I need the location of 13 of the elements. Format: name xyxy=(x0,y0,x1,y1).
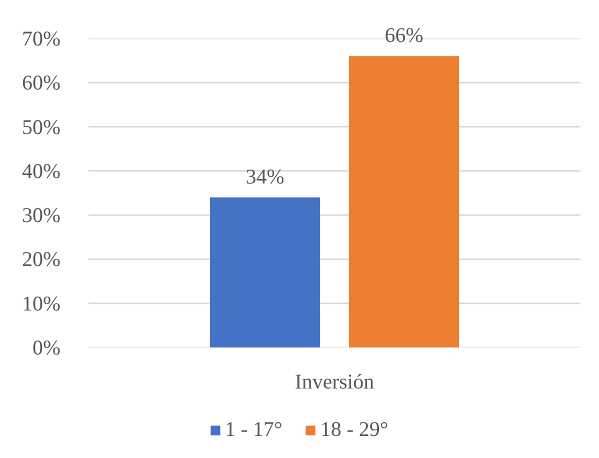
legend-label: 18 - 29° xyxy=(320,417,388,442)
data-label: 66% xyxy=(384,23,424,48)
y-tick-label: 0% xyxy=(32,336,61,360)
y-tick-label: 40% xyxy=(22,158,61,183)
y-tick-label: 10% xyxy=(22,291,61,316)
data-label: 34% xyxy=(246,164,284,188)
y-tick-label: 20% xyxy=(22,247,61,272)
y-tick-label: 70% xyxy=(22,26,61,50)
legend-label: 1 - 17° xyxy=(225,417,282,442)
y-tick-label: 30% xyxy=(22,203,61,228)
y-tick-label: 50% xyxy=(22,114,61,139)
x-tick-label: Inversión xyxy=(294,370,375,394)
y-tick-label: 60% xyxy=(22,70,61,95)
